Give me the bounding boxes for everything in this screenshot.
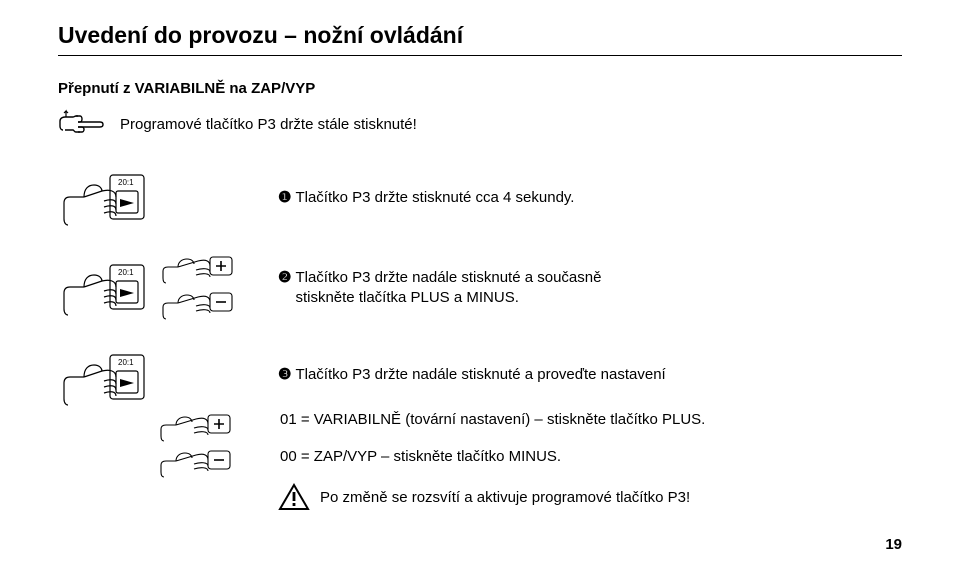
pointing-hand-icon <box>58 109 106 139</box>
hand-press-plus-icon <box>158 413 258 443</box>
intro-text: Programové tlačítko P3 držte stále stisk… <box>120 116 417 133</box>
hand-press-minus-icon <box>158 449 258 479</box>
svg-text:20:1: 20:1 <box>118 268 134 277</box>
hand-press-device-icon: 20:1 <box>58 169 150 227</box>
step-3-option-1: 01 = VARIABILNĚ (tovární nastavení) – st… <box>278 411 705 428</box>
step-2: 20:1 <box>58 255 902 321</box>
page-number: 19 <box>885 536 902 553</box>
page-subtitle: Přepnutí z VARIABILNĚ na ZAP/VYP <box>58 80 902 97</box>
svg-text:20:1: 20:1 <box>118 358 134 367</box>
hand-press-device-icon: 20:1 <box>58 259 150 317</box>
step-3-option-2: 00 = ZAP/VYP – stiskněte tlačítko MINUS. <box>278 448 705 465</box>
step-2-text-a: Tlačítko P3 držte nadále stisknuté a sou… <box>295 269 601 286</box>
warning-text: Po změně se rozsvítí a aktivuje programo… <box>320 489 690 506</box>
hand-press-plus-icon <box>160 255 234 285</box>
step-3: 20:1 <box>58 349 902 511</box>
step-1: 20:1 ❶Tlačítko P3 držte stisknuté cca 4 … <box>58 169 902 227</box>
hand-press-minus-icon <box>160 291 234 321</box>
step-2-marker: ❷ <box>278 268 291 288</box>
page-title: Uvedení do provozu – nožní ovládání <box>58 22 902 56</box>
step-3-marker: ❸ <box>278 365 291 383</box>
step-3-text: Tlačítko P3 držte nadále stisknuté a pro… <box>295 366 665 383</box>
intro-row: Programové tlačítko P3 držte stále stisk… <box>58 109 902 139</box>
step-1-text: Tlačítko P3 držte stisknuté cca 4 sekund… <box>295 189 574 206</box>
step-2-text-b: stiskněte tlačítka PLUS a MINUS. <box>295 289 518 306</box>
hand-press-device-icon: 20:1 <box>58 349 150 407</box>
warning-triangle-icon <box>278 483 310 511</box>
step-1-marker: ❶ <box>278 188 291 208</box>
svg-text:20:1: 20:1 <box>118 178 134 187</box>
